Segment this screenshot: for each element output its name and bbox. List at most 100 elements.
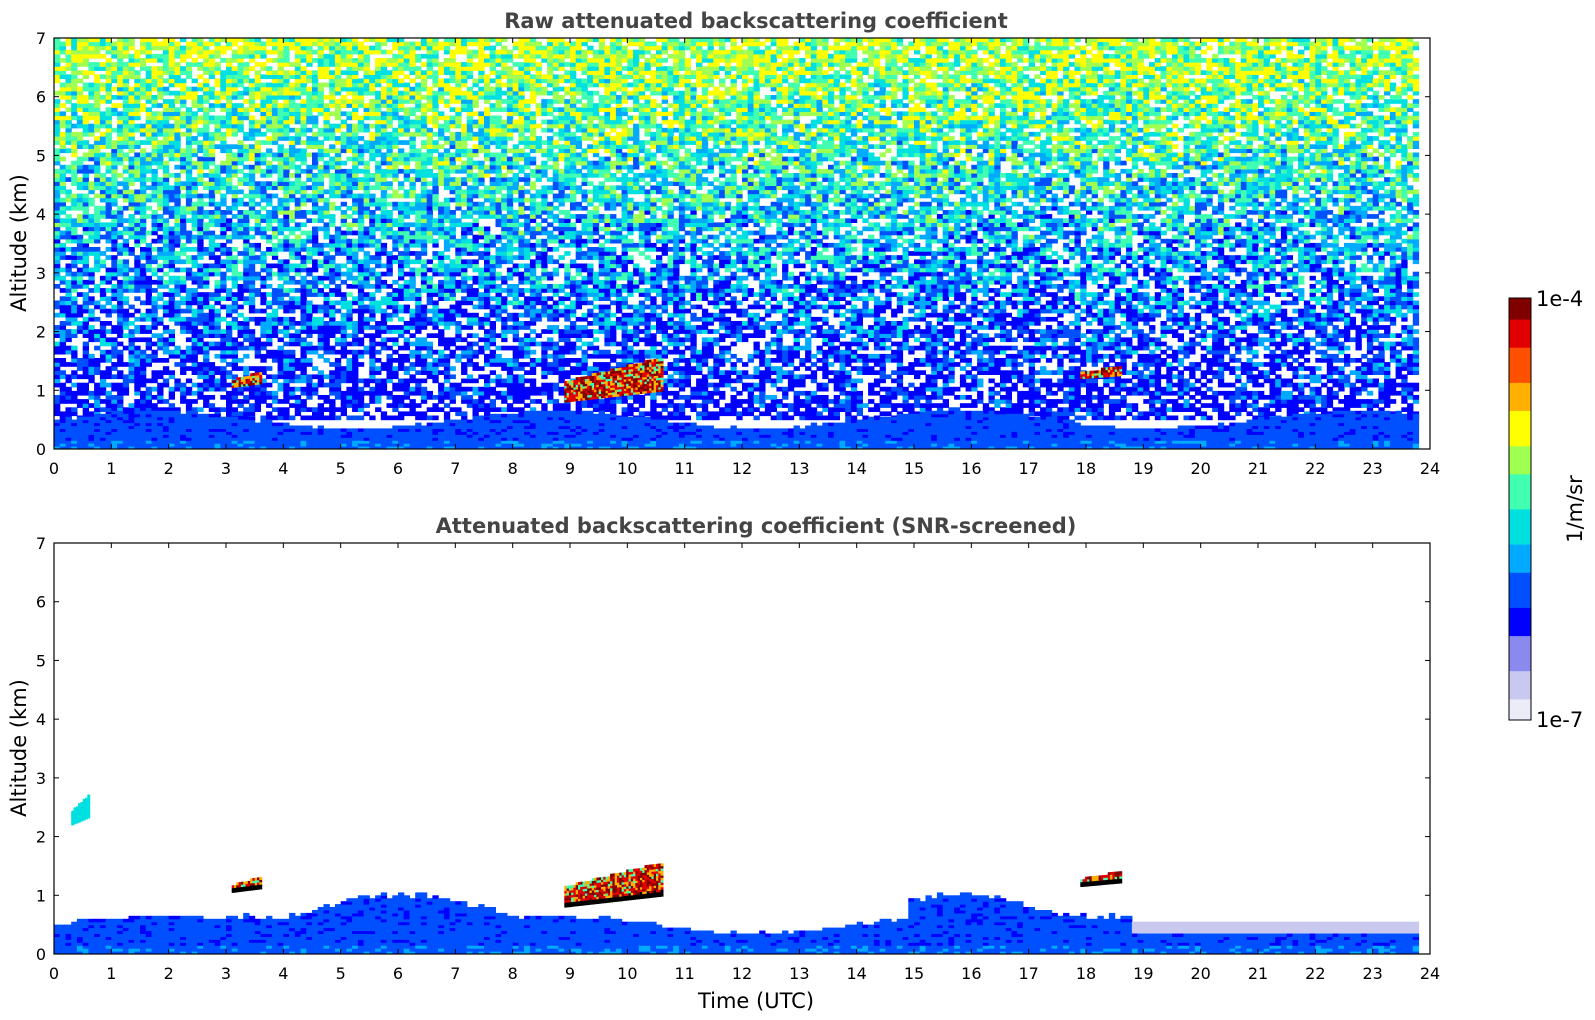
colorbar: 1e-4 1e-7 1/m/sr bbox=[1508, 287, 1587, 732]
colorbar-band bbox=[1509, 628, 1531, 637]
colorbar-band bbox=[1509, 614, 1531, 622]
panel2-x-ticks: 0 1 2 3 4 5 6 7 8 9 10 11 12 13 14 15 16 17 18 19 20 21 22 23 24 bbox=[49, 543, 1440, 983]
colorbar-band bbox=[1509, 396, 1531, 404]
boundary-layer bbox=[54, 410, 1420, 449]
colorbar-band bbox=[1509, 558, 1531, 566]
x-tick-label: 16 bbox=[961, 964, 981, 983]
x-tick-label: 11 bbox=[674, 964, 694, 983]
colorbar-band bbox=[1509, 480, 1531, 489]
colorbar-band bbox=[1509, 705, 1531, 714]
y-tick-label: 6 bbox=[36, 88, 46, 107]
colorbar-band bbox=[1509, 551, 1531, 559]
colorbar-band bbox=[1509, 663, 1531, 672]
x-tick-label: 8 bbox=[508, 964, 518, 983]
colorbar-band bbox=[1509, 586, 1531, 594]
panel1-y-ticks: 0 1 2 3 4 5 6 7 bbox=[36, 29, 1430, 459]
x-tick-label: 4 bbox=[278, 964, 288, 983]
panel2-frame bbox=[53, 542, 1431, 955]
colorbar-band bbox=[1509, 361, 1531, 369]
noise-background bbox=[54, 38, 1420, 421]
cloud-2 bbox=[564, 863, 664, 908]
y-tick-label: 7 bbox=[36, 29, 46, 48]
colorbar-band bbox=[1509, 410, 1531, 418]
boundary-layer bbox=[54, 892, 1420, 954]
colorbar-band bbox=[1509, 572, 1531, 580]
x-tick-label: 7 bbox=[450, 459, 460, 478]
x-tick-label: 12 bbox=[732, 459, 752, 478]
colorbar-band bbox=[1509, 487, 1531, 496]
colorbar-frame bbox=[1508, 297, 1532, 721]
x-tick-label: 15 bbox=[904, 459, 924, 478]
x-tick-label: 5 bbox=[336, 459, 346, 478]
colorbar-band bbox=[1509, 677, 1531, 686]
colorbar-band bbox=[1509, 698, 1531, 707]
x-tick-label: 3 bbox=[221, 459, 231, 478]
colorbar-band bbox=[1509, 670, 1531, 679]
colorbar-band bbox=[1509, 340, 1531, 348]
colorbar-band bbox=[1509, 607, 1531, 615]
y-tick-label: 7 bbox=[36, 534, 46, 553]
x-tick-label: 0 bbox=[49, 964, 59, 983]
colorbar-band bbox=[1509, 691, 1531, 700]
colorbar-min-label: 1e-7 bbox=[1536, 708, 1583, 732]
colorbar-max-label: 1e-4 bbox=[1536, 287, 1583, 311]
colorbar-band bbox=[1509, 403, 1531, 411]
x-tick-label: 7 bbox=[450, 964, 460, 983]
colorbar-band bbox=[1509, 516, 1531, 524]
colorbar-band bbox=[1509, 298, 1531, 306]
y-tick-label: 3 bbox=[36, 264, 46, 283]
y-tick-label: 5 bbox=[36, 651, 46, 670]
panel1-title: Raw attenuated backscattering coefficien… bbox=[504, 9, 1008, 33]
y-tick-label: 5 bbox=[36, 146, 46, 165]
colorbar-band bbox=[1509, 354, 1531, 362]
panel1-heatmap bbox=[54, 38, 1420, 449]
colorbar-band bbox=[1509, 600, 1531, 608]
panel2-y-axis-label: Altitude (km) bbox=[7, 679, 31, 817]
colorbar-band bbox=[1509, 368, 1531, 376]
panel2-heatmap bbox=[54, 794, 1420, 954]
y-tick-label: 2 bbox=[36, 828, 46, 847]
y-tick-label: 3 bbox=[36, 769, 46, 788]
colorbar-band bbox=[1509, 593, 1531, 601]
colorbar-band bbox=[1509, 523, 1531, 531]
cloud-1 bbox=[231, 372, 263, 388]
cloud-1 bbox=[231, 877, 263, 893]
colorbar-band bbox=[1509, 424, 1531, 433]
x-tick-label: 17 bbox=[1018, 459, 1038, 478]
x-axis-label: Time (UTC) bbox=[697, 989, 814, 1013]
x-tick-label: 0 bbox=[49, 459, 59, 478]
colorbar-band bbox=[1509, 417, 1531, 426]
x-tick-label: 10 bbox=[617, 459, 637, 478]
colorbar-band bbox=[1509, 656, 1531, 665]
colorbar-band bbox=[1509, 537, 1531, 545]
x-tick-label: 6 bbox=[393, 459, 403, 478]
colorbar-band bbox=[1509, 375, 1531, 383]
x-tick-label: 22 bbox=[1305, 964, 1325, 983]
x-tick-label: 6 bbox=[393, 964, 403, 983]
colorbar-bands bbox=[1509, 298, 1531, 721]
aerosol-layer-0 bbox=[71, 794, 91, 826]
cloud-2 bbox=[564, 358, 664, 403]
colorbar-band bbox=[1509, 713, 1531, 721]
colorbar-band bbox=[1509, 445, 1531, 454]
colorbar-band bbox=[1509, 621, 1531, 629]
colorbar-band bbox=[1509, 466, 1531, 475]
x-tick-label: 9 bbox=[565, 459, 575, 478]
y-tick-label: 1 bbox=[36, 381, 46, 400]
colorbar-band bbox=[1509, 494, 1531, 503]
panel2-y-ticks: 0 1 2 3 4 5 6 7 bbox=[36, 534, 1430, 964]
y-tick-label: 4 bbox=[36, 710, 46, 729]
colorbar-band bbox=[1509, 326, 1531, 334]
y-tick-label: 0 bbox=[36, 945, 46, 964]
colorbar-band bbox=[1509, 389, 1531, 397]
x-tick-label: 13 bbox=[789, 964, 809, 983]
x-tick-label: 5 bbox=[336, 964, 346, 983]
colorbar-band bbox=[1509, 579, 1531, 587]
panel1-y-axis-label: Altitude (km) bbox=[7, 174, 31, 312]
colorbar-band bbox=[1509, 684, 1531, 693]
x-tick-label: 20 bbox=[1190, 964, 1210, 983]
y-tick-label: 6 bbox=[36, 593, 46, 612]
colorbar-band bbox=[1509, 333, 1531, 341]
x-tick-label: 18 bbox=[1076, 459, 1096, 478]
colorbar-band bbox=[1509, 305, 1531, 313]
